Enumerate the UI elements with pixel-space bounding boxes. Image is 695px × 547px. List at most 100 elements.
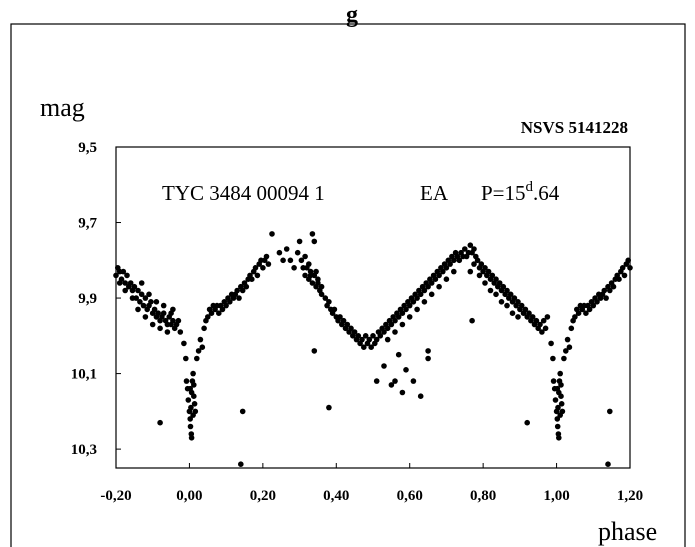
data-point: [124, 272, 130, 279]
data-point: [554, 385, 561, 392]
data-point: [414, 295, 420, 301]
data-point: [550, 355, 556, 362]
x-tick-label: 0,80: [470, 488, 496, 504]
annotation-period: P=15d.64: [481, 179, 560, 205]
data-point: [555, 404, 561, 411]
period-prefix: P=15: [481, 181, 526, 205]
data-point: [605, 461, 611, 468]
data-point: [485, 268, 492, 275]
data-point: [188, 404, 194, 411]
data-point: [417, 291, 424, 298]
y-tick-label: 9,7: [78, 216, 97, 232]
data-point: [421, 287, 428, 294]
data-point: [498, 299, 505, 305]
data-point: [236, 295, 242, 301]
data-point: [296, 238, 303, 245]
data-point: [456, 257, 463, 264]
data-point: [474, 257, 481, 264]
data-point: [399, 310, 406, 317]
x-tick-label: 0,20: [250, 488, 276, 504]
period-sup: d: [526, 179, 534, 195]
data-point: [399, 389, 406, 396]
data-point: [148, 299, 154, 305]
data-point: [195, 348, 202, 354]
data-point: [201, 325, 207, 332]
data-point: [462, 246, 468, 252]
data-point: [443, 265, 450, 271]
data-point: [432, 276, 439, 283]
data-point: [425, 348, 431, 354]
data-point: [522, 306, 529, 313]
data-point: [552, 397, 559, 403]
data-point: [197, 336, 204, 343]
data-point: [366, 336, 373, 343]
data-point: [263, 253, 270, 260]
data-point: [542, 325, 549, 332]
data-point: [313, 268, 319, 275]
data-point: [554, 423, 561, 430]
data-point: [607, 287, 613, 294]
data-point: [428, 280, 435, 286]
data-point: [583, 310, 589, 317]
data-point: [451, 257, 457, 264]
data-point: [381, 329, 387, 335]
data-point: [384, 325, 391, 332]
data-point: [395, 314, 402, 320]
data-point: [554, 416, 561, 422]
data-point: [392, 317, 398, 324]
data-point: [410, 378, 417, 384]
data-point: [351, 329, 358, 335]
data-point: [311, 348, 318, 354]
data-point: [160, 310, 167, 317]
x-tick-label: 0,40: [323, 488, 349, 504]
data-point: [122, 280, 128, 286]
data-point: [187, 423, 194, 430]
data-point: [183, 355, 189, 362]
data-point: [537, 321, 543, 328]
data-point: [447, 261, 453, 267]
data-point: [533, 317, 540, 324]
data-point: [194, 355, 200, 362]
data-point: [219, 306, 226, 313]
data-point: [504, 287, 510, 294]
data-point: [417, 393, 424, 400]
data-point: [627, 265, 633, 271]
data-point: [283, 246, 290, 252]
data-point: [550, 378, 557, 384]
data-point: [563, 348, 569, 354]
data-point: [558, 382, 564, 388]
data-point: [142, 314, 149, 320]
annotation-star: TYC 3484 00094 1: [162, 181, 325, 205]
data-point: [170, 317, 176, 324]
data-point: [436, 283, 442, 290]
data-point: [135, 306, 141, 313]
data-point: [344, 321, 351, 328]
data-point: [291, 265, 297, 271]
data-point: [421, 299, 428, 305]
data-point: [326, 404, 332, 411]
data-point: [436, 272, 442, 279]
data-point: [518, 302, 525, 309]
data-point: [157, 419, 163, 426]
data-point: [515, 299, 521, 305]
x-tick-label: 0,00: [176, 488, 202, 504]
data-point: [509, 310, 516, 317]
data-point: [568, 325, 575, 332]
data-point: [168, 310, 174, 317]
data-point: [625, 257, 631, 264]
data-point: [594, 299, 600, 305]
data-point: [384, 336, 391, 343]
data-point: [425, 283, 431, 290]
data-point: [392, 378, 398, 384]
data-point: [507, 291, 514, 298]
data-point: [406, 314, 413, 320]
data-point: [504, 302, 510, 309]
data-point: [388, 321, 395, 328]
data-point: [243, 283, 250, 290]
data-point: [607, 408, 613, 415]
data-point: [216, 310, 222, 317]
data-point: [208, 310, 215, 317]
data-point: [322, 295, 329, 301]
data-point: [190, 370, 196, 377]
